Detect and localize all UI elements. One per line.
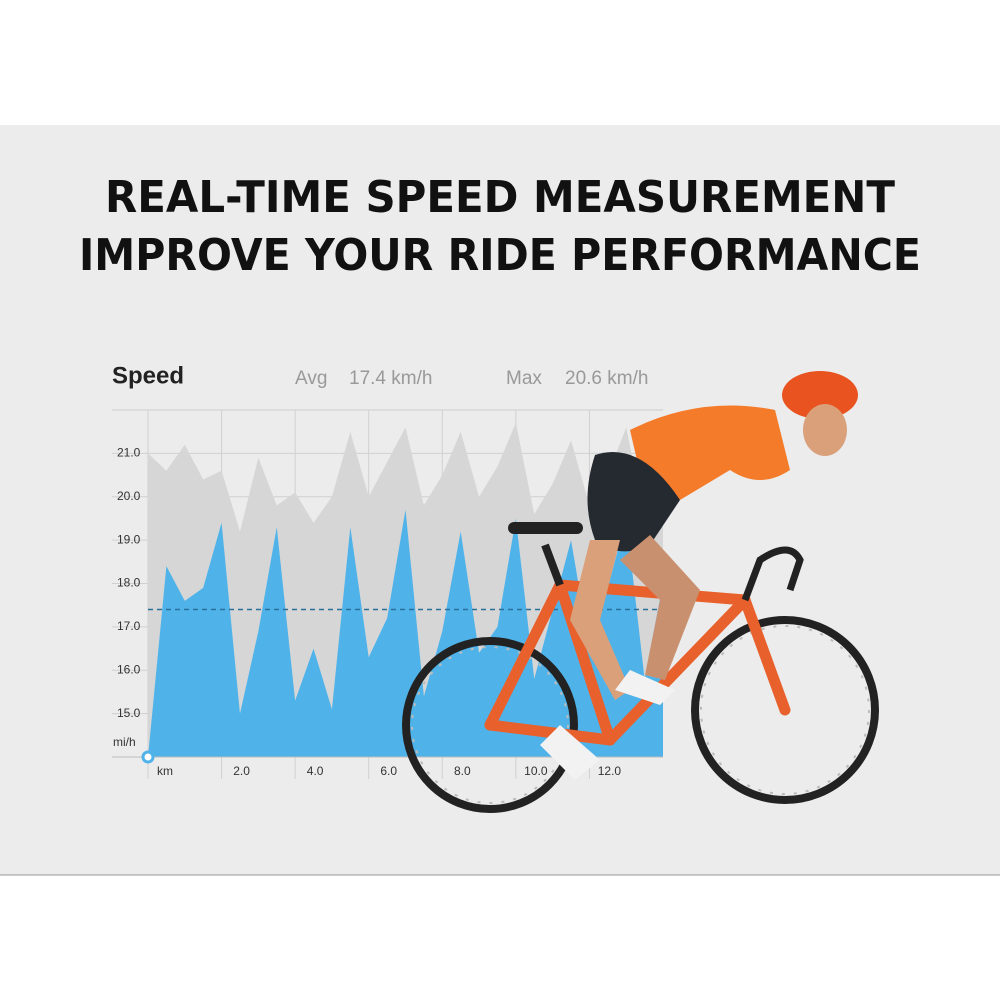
x-unit: km (157, 764, 173, 778)
max-value: 20.6 km/h (565, 368, 648, 389)
speed-area (148, 509, 663, 757)
avg-label: Avg (295, 368, 327, 389)
x-tick-label: 12.0 (598, 764, 622, 778)
y-tick-label: 18.0 (117, 576, 141, 590)
x-tick-label: 10.0 (524, 764, 548, 778)
y-unit: mi/h (113, 735, 136, 749)
y-tick-label: 20.0 (117, 489, 141, 503)
y-tick-label: 21.0 (117, 446, 141, 460)
end-marker (141, 750, 155, 764)
x-tick-label: 6.0 (380, 764, 397, 778)
y-tick-label: 15.0 (117, 706, 141, 720)
x-tick-label: 4.0 (307, 764, 324, 778)
x-tick-label: 8.0 (454, 764, 471, 778)
headline: IMPROVE YOUR RIDE PERFORMANCE (79, 230, 921, 281)
y-tick-label: 16.0 (117, 662, 141, 676)
x-tick-label: 2.0 (233, 764, 250, 778)
avg-value: 17.4 km/h (349, 368, 432, 389)
headline: REAL-TIME SPEED MEASUREMENT (105, 172, 895, 223)
y-tick-label: 17.0 (117, 619, 141, 633)
max-label: Max (506, 368, 542, 389)
chart-title: Speed (112, 362, 184, 389)
cyclist-illustration (402, 371, 879, 813)
y-tick-label: 19.0 (117, 532, 141, 546)
